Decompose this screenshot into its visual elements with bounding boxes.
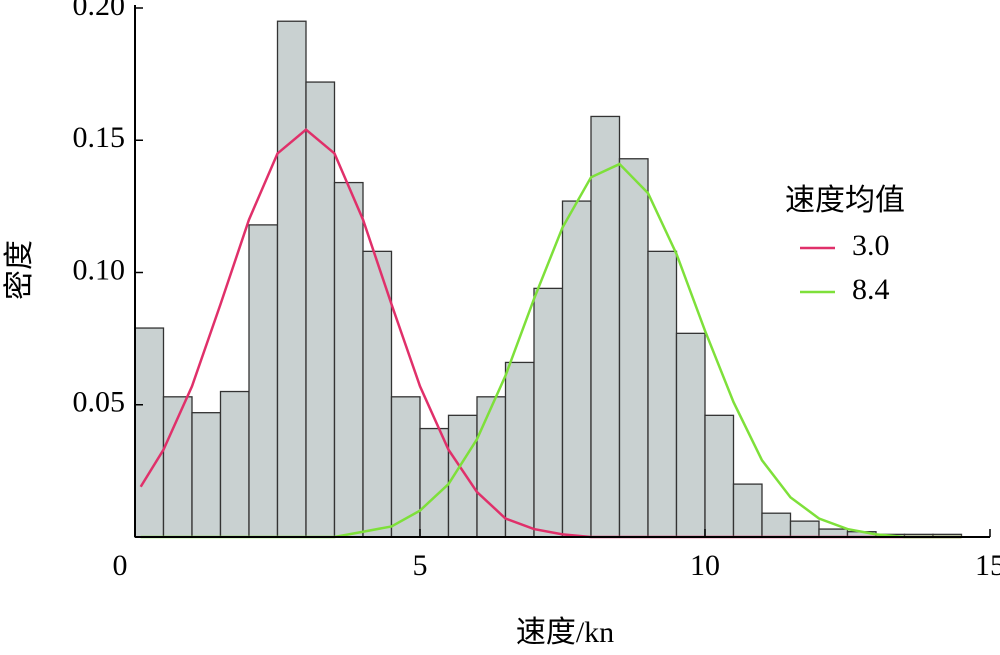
x-tick-label: 15 xyxy=(975,549,1000,582)
legend-title: 速度均值 xyxy=(785,184,905,217)
bar xyxy=(647,250,678,538)
bar xyxy=(305,81,336,538)
x-tick-label: 0 xyxy=(113,549,128,582)
y-axis-label: 密度 xyxy=(3,240,36,300)
bar xyxy=(704,414,735,538)
bar xyxy=(761,512,792,538)
bar xyxy=(390,396,421,538)
bar xyxy=(504,361,535,538)
legend-label: 3.0 xyxy=(852,229,890,262)
y-tick-label: 0.15 xyxy=(73,121,126,154)
y-tick-label: 0.10 xyxy=(73,253,126,286)
bar xyxy=(219,390,250,538)
x-tick-label: 5 xyxy=(413,549,428,582)
y-tick-label: 0.20 xyxy=(73,0,126,22)
bar xyxy=(618,158,649,538)
bar xyxy=(675,332,706,538)
bar xyxy=(419,427,450,538)
bar xyxy=(789,520,820,538)
bar xyxy=(191,412,222,538)
bar xyxy=(732,483,763,538)
bar xyxy=(248,224,279,538)
bar xyxy=(333,181,364,538)
y-tick-label: 0.05 xyxy=(73,386,126,419)
x-tick-label: 10 xyxy=(690,549,720,582)
bar xyxy=(561,200,592,538)
bar xyxy=(533,287,564,538)
x-axis-label: 速度/kn xyxy=(516,616,614,649)
legend-label: 8.4 xyxy=(852,273,890,306)
bar xyxy=(276,20,307,538)
bar xyxy=(590,115,621,538)
bar xyxy=(134,327,165,538)
